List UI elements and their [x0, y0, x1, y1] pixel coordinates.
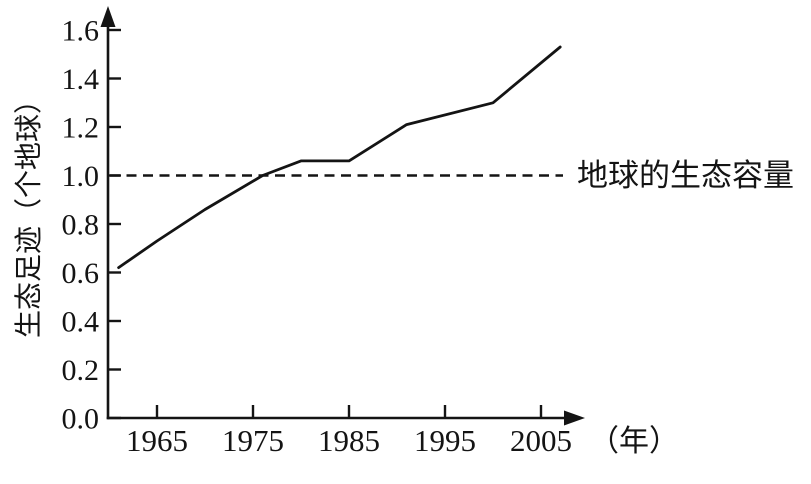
- x-tick-label: 1995: [414, 423, 476, 458]
- x-tick-label: 1965: [126, 423, 188, 458]
- x-axis-arrow-icon: [564, 410, 585, 426]
- x-axis-ticks: 1965 1975 1985 1995 2005: [126, 405, 572, 458]
- footprint-line: [117, 45, 562, 270]
- y-tick-label: 0.2: [62, 354, 100, 387]
- x-axis-unit-label: （年）: [589, 425, 679, 458]
- y-axis-ticks: 0.0 0.2 0.4 0.6 0.8 1.0 1.2 1.4 1.6: [62, 15, 121, 436]
- y-axis-label: 生态足迹（个地球）: [13, 86, 45, 338]
- y-tick-label: 0.6: [62, 257, 100, 290]
- axes: [100, 6, 585, 426]
- x-tick-label: 1975: [222, 423, 284, 458]
- y-tick-label: 0.0: [62, 403, 100, 436]
- x-tick-label: 2005: [510, 423, 572, 458]
- x-tick-label: 1985: [318, 423, 380, 458]
- y-tick-label: 1.2: [62, 112, 100, 145]
- y-tick-label: 0.8: [62, 209, 100, 242]
- y-tick-label: 1.6: [62, 15, 100, 48]
- y-tick-label: 1.0: [62, 160, 100, 193]
- y-tick-label: 0.4: [62, 306, 100, 339]
- capacity-line-label: 地球的生态容量: [577, 158, 794, 193]
- y-tick-label: 1.4: [62, 63, 100, 96]
- y-axis-arrow-icon: [100, 6, 116, 27]
